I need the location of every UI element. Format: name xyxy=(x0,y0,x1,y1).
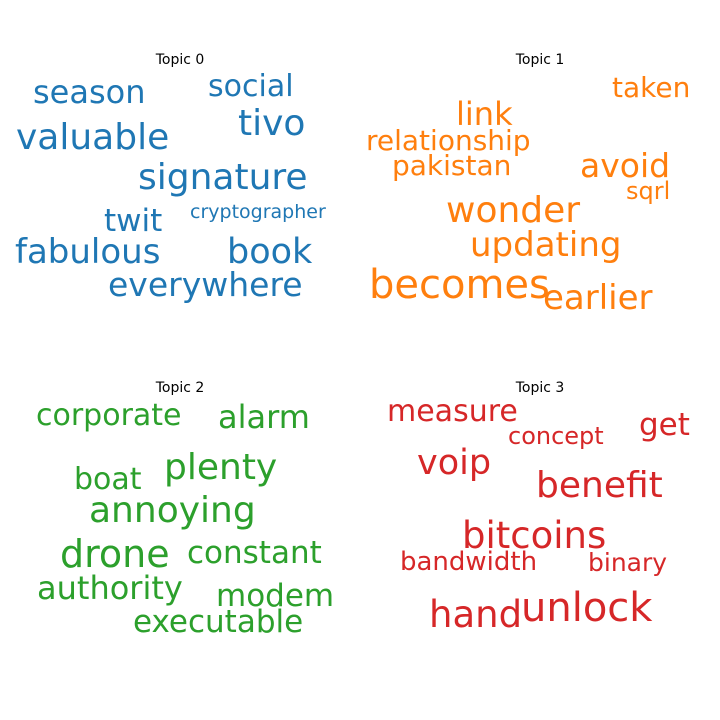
topic-3-word-benefit: benefit xyxy=(536,465,663,506)
topic-2-word-modem: modem xyxy=(216,578,335,614)
topic-0-word-twit: twit xyxy=(104,203,163,239)
topic-1-word-earlier: earlier xyxy=(543,278,653,318)
topic-1-word-avoid: avoid xyxy=(580,146,671,185)
topic-3-word-voip: voip xyxy=(417,443,492,483)
topic-2-word-annoying: annoying xyxy=(89,490,256,531)
topic-1-title: Topic 1 xyxy=(515,52,565,68)
topic-3-word-measure: measure xyxy=(387,394,518,429)
topic-2-word-corporate: corporate xyxy=(36,398,182,433)
topic-1-word-sqrl: sqrl xyxy=(626,177,671,205)
topic-0-word-signature: signature xyxy=(138,157,308,198)
topic-3-word-bandwidth: bandwidth xyxy=(400,547,538,577)
topic-1-word-wonder: wonder xyxy=(446,190,581,231)
topic-2-word-authority: authority xyxy=(37,569,183,607)
topic-1-word-pakistan: pakistan xyxy=(392,149,512,182)
topic-0-word-season: season xyxy=(33,73,146,111)
topic-1-word-link: link xyxy=(456,95,513,133)
topic-3-title: Topic 3 xyxy=(515,380,565,396)
topic-0-word-everywhere: everywhere xyxy=(108,265,303,304)
topic-0-word-fabulous: fabulous xyxy=(15,232,161,272)
topic-0-title: Topic 0 xyxy=(155,52,205,68)
topic-3-word-get: get xyxy=(639,407,690,443)
topic-2-word-constant: constant xyxy=(187,535,322,571)
topic-1-word-relationship: relationship xyxy=(366,124,531,157)
topic-3-panel: Topic 3 measure get concept voip benefit bitc… xyxy=(360,360,720,720)
topic-0-panel: Topic 0 season social tivo valuable signatur… xyxy=(0,0,360,360)
topic-0-word-book: book xyxy=(227,232,313,272)
topic-1-panel: Topic 1 taken link relationship avoid pakist… xyxy=(360,0,720,360)
topic-3-word-hand: hand xyxy=(429,593,523,636)
topic-2-panel: Topic 2 corporate alarm boat plenty annoying… xyxy=(0,360,360,720)
topic-2-word-drone: drone xyxy=(60,532,170,576)
topic-2-word-alarm: alarm xyxy=(218,398,310,436)
topic-1-word-updating: updating xyxy=(470,225,622,265)
topic-0-word-tivo: tivo xyxy=(238,103,306,144)
topic-3-word-binary: binary xyxy=(588,548,668,577)
topic-3-word-unlock: unlock xyxy=(521,585,653,631)
topic-2-word-plenty: plenty xyxy=(164,447,278,488)
topic-0-word-valuable: valuable xyxy=(16,117,170,158)
topic-3-word-concept: concept xyxy=(508,422,604,450)
topic-3-word-bitcoins: bitcoins xyxy=(462,514,607,557)
topic-0-word-social: social xyxy=(208,69,294,104)
topic-1-word-becomes: becomes xyxy=(369,262,550,308)
topic-2-word-boat: boat xyxy=(74,462,142,497)
topic-1-word-taken: taken xyxy=(612,71,691,104)
topic-0-word-cryptographer: cryptographer xyxy=(190,201,326,223)
topic-2-title: Topic 2 xyxy=(155,380,205,396)
topic-2-word-executable: executable xyxy=(133,604,304,640)
